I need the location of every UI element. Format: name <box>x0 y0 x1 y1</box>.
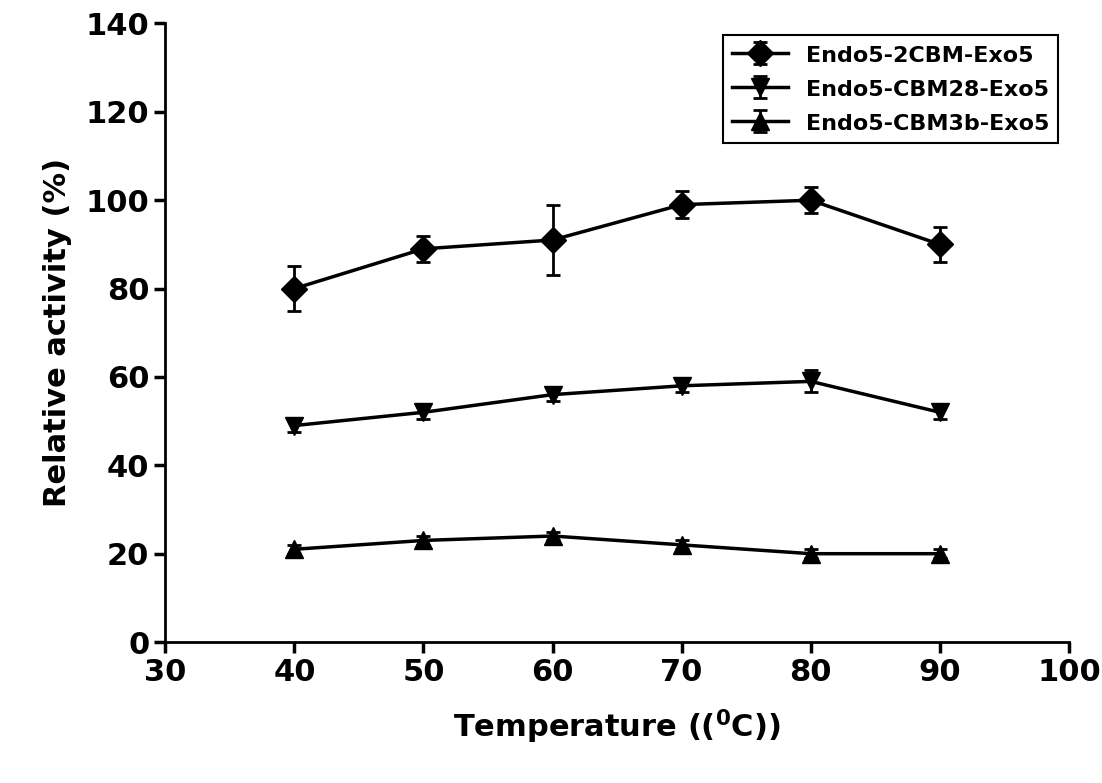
Legend: Endo5-2CBM-Exo5, Endo5-CBM28-Exo5, Endo5-CBM3b-Exo5: Endo5-2CBM-Exo5, Endo5-CBM28-Exo5, Endo5… <box>723 34 1058 143</box>
X-axis label: Temperature ($\mathregular{(^0C)}$): Temperature ($\mathregular{(^0C)}$) <box>453 708 781 746</box>
Y-axis label: Relative activity (%): Relative activity (%) <box>43 158 72 507</box>
